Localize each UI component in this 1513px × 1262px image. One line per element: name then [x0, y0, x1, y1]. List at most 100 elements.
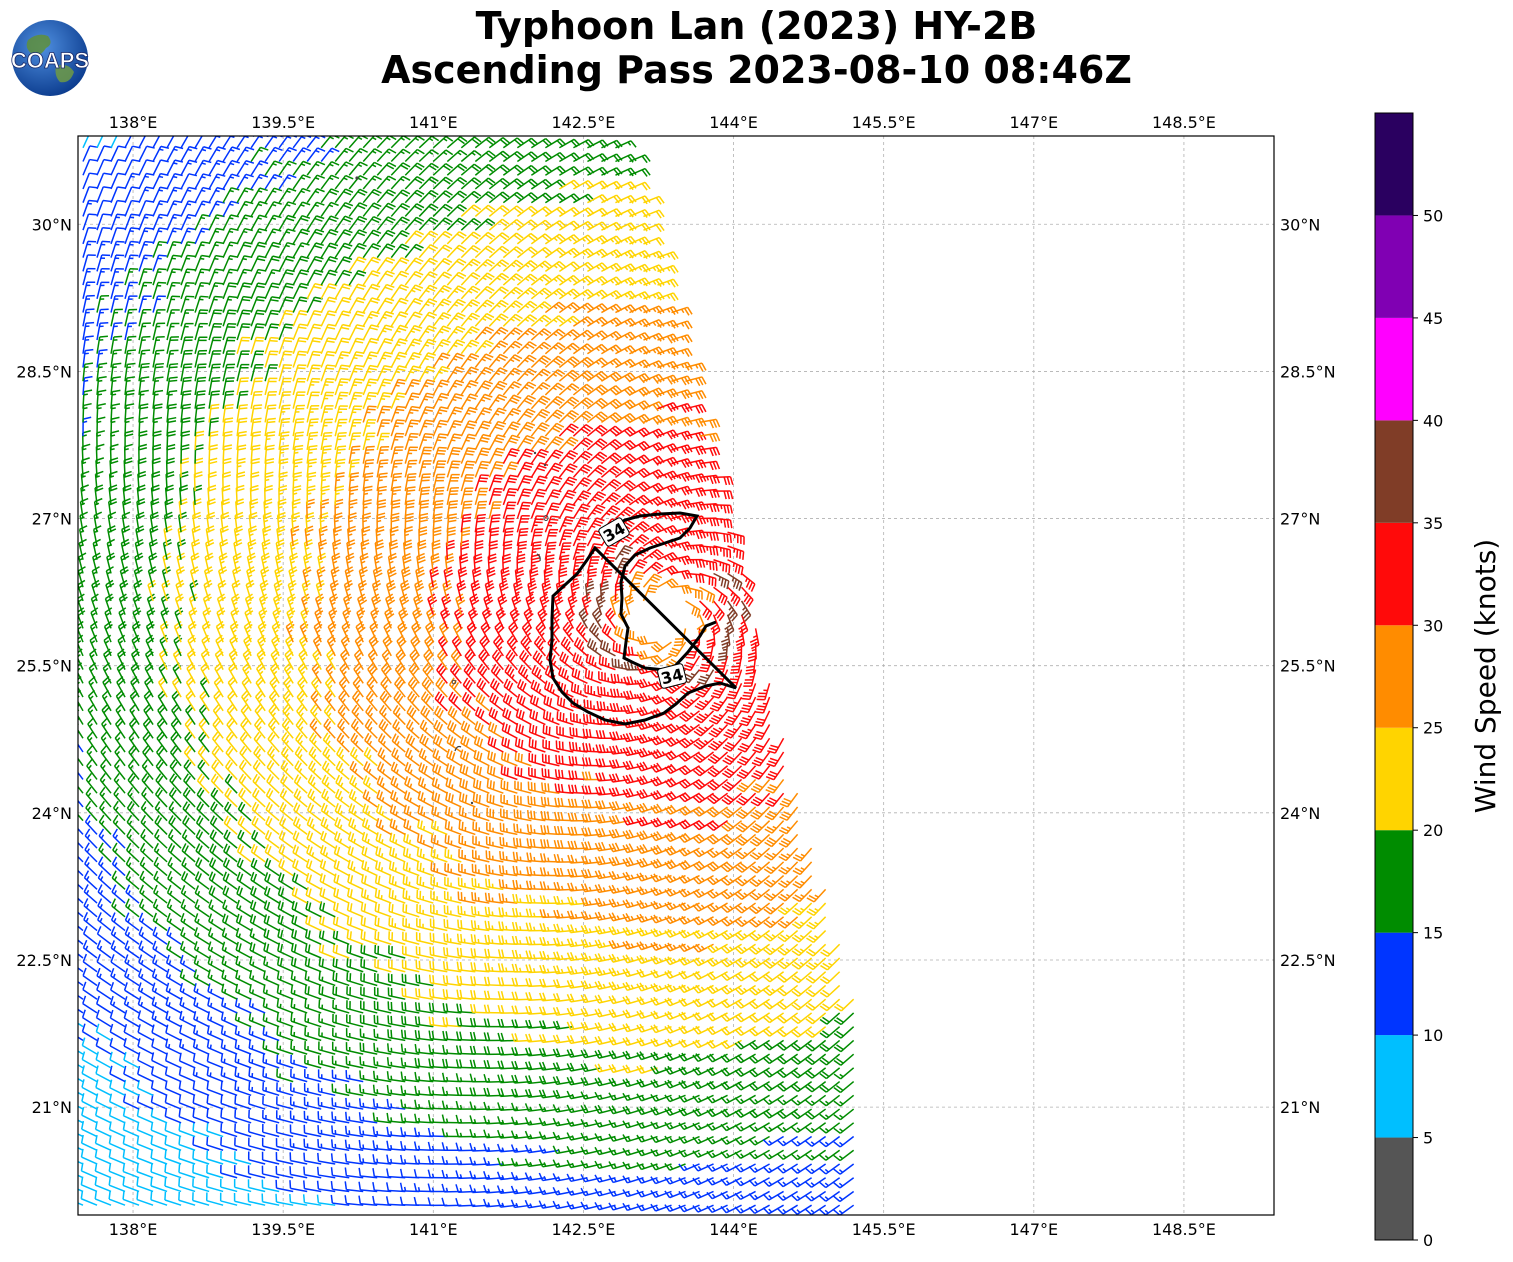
wind-barb	[753, 738, 770, 752]
wind-barb	[181, 445, 189, 464]
wind-barb	[110, 1108, 125, 1123]
wind-barb	[110, 1066, 125, 1082]
wind-barb	[181, 364, 192, 381]
wind-barb	[96, 1066, 111, 1082]
wind-barb	[545, 477, 562, 492]
wind-barb	[306, 901, 321, 917]
wind-barb	[402, 567, 411, 587]
wind-barb	[714, 505, 733, 514]
wind-barb	[250, 984, 266, 999]
wind-barb	[475, 408, 492, 423]
wind-barb	[82, 1079, 97, 1095]
wind-barb	[362, 846, 377, 862]
wind-barb	[292, 915, 307, 931]
wind-barb	[292, 901, 307, 917]
wind-barb	[222, 1026, 238, 1041]
wind-barb	[623, 747, 643, 756]
wind-barb	[306, 915, 321, 930]
wind-barb	[657, 566, 678, 575]
wind-barb	[461, 408, 477, 423]
wind-barb	[363, 447, 375, 464]
wind-barb	[180, 1011, 195, 1027]
wind-barb	[517, 436, 534, 450]
wind-barb	[700, 546, 718, 556]
wind-barb	[596, 772, 616, 780]
wind-barb	[278, 901, 293, 917]
wind-barb	[68, 1051, 83, 1067]
wind-barb	[651, 655, 671, 664]
wind-barb	[68, 1079, 83, 1095]
wind-barb	[137, 1108, 153, 1123]
wind-barb	[489, 722, 504, 738]
wind-barb	[222, 956, 237, 972]
wind-barb	[517, 516, 529, 532]
wind-barb	[516, 709, 531, 725]
wind-barb	[124, 1108, 140, 1123]
wind-barb	[81, 1163, 97, 1178]
wind-barb	[264, 942, 279, 958]
wind-barb	[209, 378, 220, 395]
wind-barb	[545, 555, 554, 574]
wind-barb	[767, 738, 783, 753]
wind-barb	[475, 541, 483, 560]
wind-barb	[166, 1053, 181, 1068]
wind-barb	[83, 431, 91, 450]
wind-barb	[714, 477, 733, 485]
wind-barb	[278, 887, 293, 903]
wind-barb	[651, 642, 671, 652]
wind-barb	[489, 528, 499, 546]
wind-barb	[82, 1135, 97, 1150]
wind-barb	[124, 1010, 139, 1026]
wind-barb	[110, 1080, 125, 1096]
wind-barb	[638, 636, 658, 645]
wind-barb	[208, 1011, 223, 1026]
wind-barb	[264, 956, 279, 971]
wind-barb	[166, 983, 181, 999]
wind-barb	[545, 530, 558, 546]
wind-barb	[559, 667, 574, 684]
wind-barb	[152, 1052, 167, 1067]
wind-barb	[278, 929, 293, 945]
wind-barb	[292, 943, 308, 958]
wind-barbs	[67, 132, 853, 1215]
wind-barb	[460, 750, 475, 766]
wind-barb	[292, 887, 307, 903]
wind-barb	[278, 957, 294, 972]
wind-barb	[489, 422, 506, 437]
wind-barb	[320, 859, 335, 875]
wind-barb	[67, 1190, 83, 1205]
wind-barb	[166, 997, 181, 1013]
wind-barb	[264, 900, 279, 916]
wind-barb	[138, 1080, 153, 1095]
wind-barb	[362, 832, 377, 848]
wind-barb	[489, 435, 505, 450]
wind-barb	[489, 502, 501, 519]
wind-barb	[82, 1149, 97, 1164]
wind-barb	[222, 984, 237, 1000]
wind-barb	[138, 1052, 153, 1068]
wind-barb	[179, 1067, 195, 1082]
wind-barb	[208, 983, 223, 999]
wind-barb	[363, 818, 378, 835]
wind-barb	[208, 942, 223, 958]
wind-barb	[124, 1066, 139, 1082]
wind-barb	[447, 514, 457, 532]
wind-barb	[376, 818, 391, 834]
wind-barb	[152, 997, 167, 1013]
wind-barb	[517, 449, 534, 464]
wind-barb	[165, 1080, 181, 1095]
wind-barb	[194, 955, 209, 971]
wind-barb	[349, 486, 358, 505]
wind-barb	[81, 1177, 97, 1192]
wind-barb	[195, 445, 203, 464]
wind-barb	[611, 689, 630, 697]
wind-barb	[208, 997, 223, 1013]
wind-barb	[757, 683, 770, 699]
wind-barb	[68, 1135, 83, 1150]
wind-barb	[432, 777, 447, 793]
wind-barb	[306, 873, 321, 889]
wind-barb	[531, 555, 539, 574]
wind-barb	[418, 819, 434, 834]
wind-barb	[609, 773, 629, 782]
